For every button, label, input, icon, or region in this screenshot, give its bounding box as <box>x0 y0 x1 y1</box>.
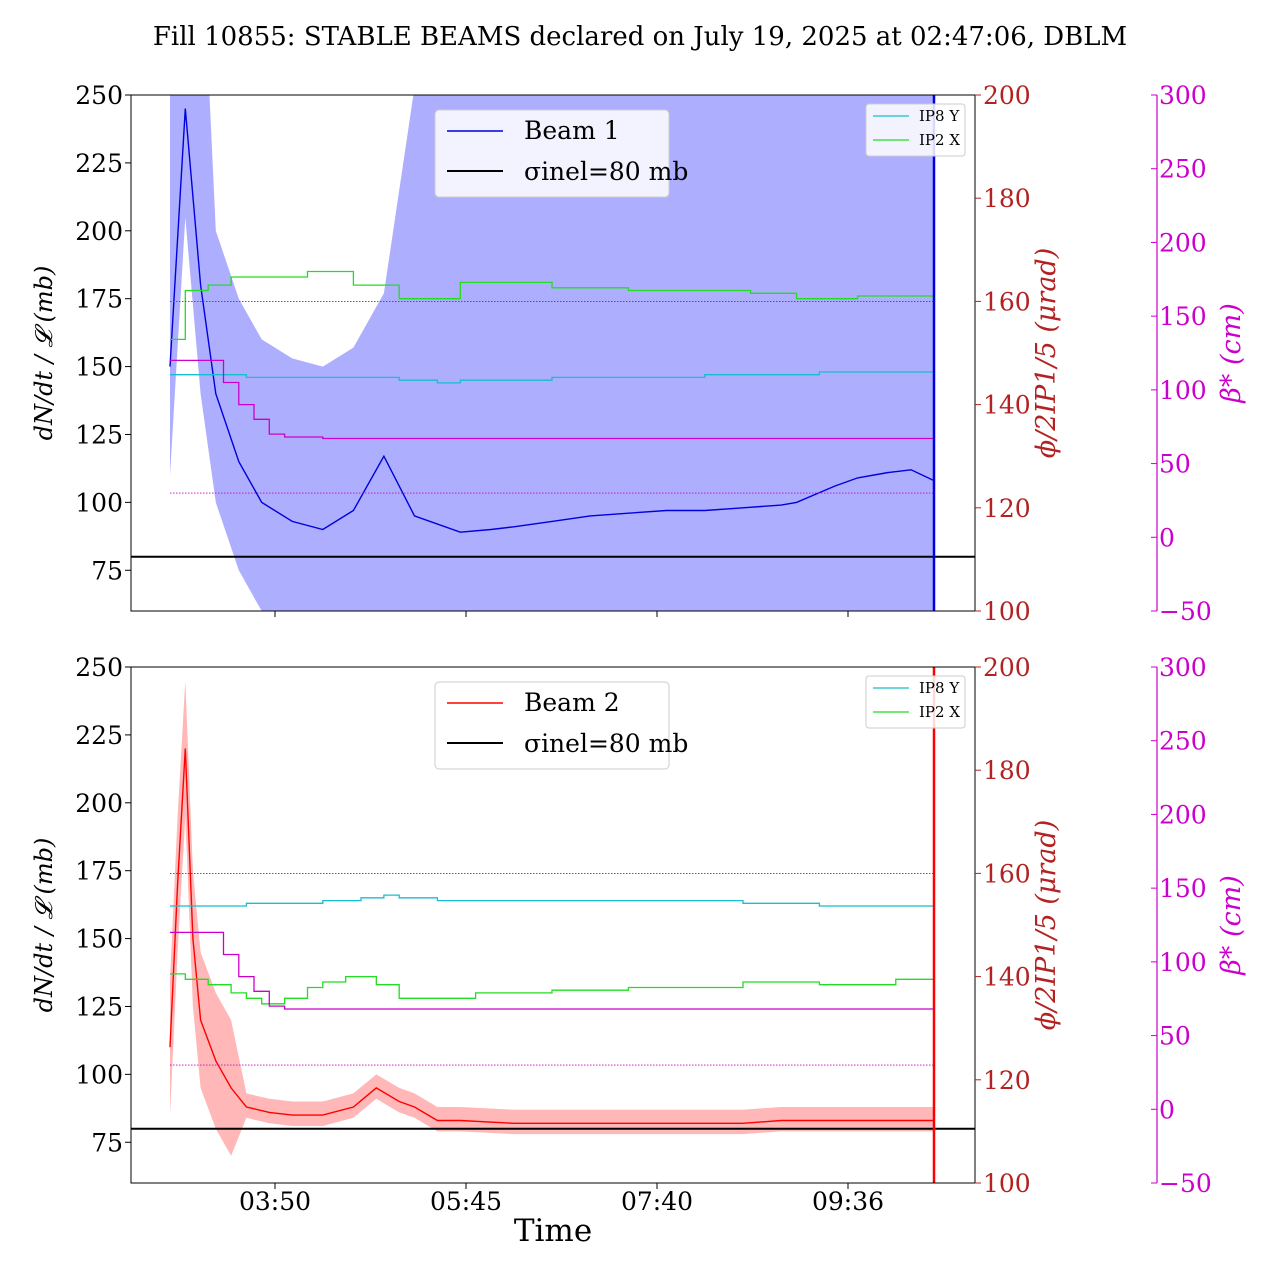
y-axis-label-left: dN/dt / 𝓛 (mb) <box>30 266 58 441</box>
x-axis: 03:50 05:45 07:40 09:36 Time <box>239 1183 884 1249</box>
y-tick-label-left: 250 <box>75 653 123 682</box>
y-tick-label-right1: 180 <box>983 756 1031 785</box>
plot-frame <box>130 94 976 612</box>
y-tick-label-left: 150 <box>75 353 123 382</box>
plot-area <box>131 667 975 1183</box>
y-tick-label-left: 75 <box>91 1128 123 1157</box>
panels: 75 100 125 150 175 200 225 250 100 120 140 160 180 20… <box>30 81 1247 1249</box>
series-beam-1 <box>169 108 935 533</box>
legend-small-box <box>865 103 966 157</box>
legend-main-box <box>434 681 670 770</box>
y-tick-label-left: 225 <box>75 721 123 750</box>
figure-title: Fill 10855: STABLE BEAMS declared on Jul… <box>153 22 1127 52</box>
y-tick-label-right2: 200 <box>1159 228 1207 257</box>
y-axis-right1: 100 120 140 160 180 200 <box>975 653 1031 1198</box>
band-beam-2 <box>170 680 934 1156</box>
legend-ip8y-label: IP8 Y <box>919 679 960 697</box>
y-tick-label-right1: 200 <box>983 81 1031 110</box>
x-tick-label: 05:45 <box>430 1187 502 1216</box>
plot-frame <box>130 666 976 1184</box>
legend-small: IP8 Y IP2 X <box>865 675 966 729</box>
y-tick-label-left: 125 <box>75 992 123 1021</box>
y-axis-left: 75 100 125 150 175 200 225 250 <box>75 653 131 1157</box>
legend-main-box <box>434 109 670 198</box>
legend-small-box <box>865 675 966 729</box>
legend-beam-label: Beam 2 <box>524 688 620 717</box>
series-ip8-y <box>170 894 934 907</box>
y-tick-label-right2: 100 <box>1159 376 1207 405</box>
legend-sigma-label: σinel=80 mb <box>524 157 688 186</box>
y-tick-label-right1: 200 <box>983 653 1031 682</box>
series- <box>170 931 934 1010</box>
legend-ip2x-label: IP2 X <box>919 131 960 149</box>
legend-sigma-label: σinel=80 mb <box>524 729 688 758</box>
y-tick-label-left: 75 <box>91 556 123 585</box>
y-axis-label-right2: β* (cm) <box>1216 303 1247 403</box>
y-tick-label-right1: 160 <box>983 859 1031 888</box>
legend-beam-label: Beam 1 <box>524 116 620 145</box>
y-tick-label-right1: 180 <box>983 184 1031 213</box>
band-beam-1 <box>170 95 934 611</box>
x-tick-label: 07:40 <box>621 1187 693 1216</box>
y-tick-label-left: 200 <box>75 217 123 246</box>
y-axis-left: 75 100 125 150 175 200 225 250 <box>75 81 131 585</box>
y-tick-label-right2: −50 <box>1159 597 1212 626</box>
series-beam-2 <box>169 748 934 1124</box>
y-tick-label-right2: 0 <box>1159 523 1175 552</box>
series- <box>170 359 934 440</box>
y-tick-label-right2: 250 <box>1159 727 1207 756</box>
y-tick-label-left: 250 <box>75 81 123 110</box>
x-tick-label: 03:50 <box>239 1187 311 1216</box>
y-axis-right2: −50 0 50 100 150 200 250 300 <box>1151 653 1212 1198</box>
y-tick-label-right2: 100 <box>1159 948 1207 977</box>
y-tick-label-right2: 200 <box>1159 800 1207 829</box>
y-tick-label-right2: 150 <box>1159 874 1207 903</box>
legend-ip2x-label: IP2 X <box>919 703 960 721</box>
x-axis <box>274 611 849 617</box>
x-tick-label: 09:36 <box>812 1187 884 1216</box>
panel-top: 75 100 125 150 175 200 225 250 100 120 140 160 180 20… <box>30 81 1247 626</box>
y-tick-label-right1: 140 <box>983 963 1031 992</box>
y-axis-label-right1: ϕ/2IP1/5 (μrad) <box>1031 248 1062 458</box>
y-tick-label-left: 200 <box>75 789 123 818</box>
y-tick-label-right1: 120 <box>983 1066 1031 1095</box>
y-axis-label-left: dN/dt / 𝓛 (mb) <box>30 838 58 1013</box>
legend-main: Beam 2 σinel=80 mb <box>434 681 688 770</box>
series-ip2-x <box>170 973 935 1005</box>
series-ip8-y <box>170 371 935 384</box>
y-tick-label-right2: −50 <box>1159 1169 1212 1198</box>
y-axis-label-right2: β* (cm) <box>1216 875 1247 975</box>
y-tick-label-left: 100 <box>75 1060 123 1089</box>
y-tick-label-right1: 100 <box>983 1169 1031 1198</box>
y-axis-right1: 100 120 140 160 180 200 <box>975 81 1031 626</box>
y-axis-right2: −50 0 50 100 150 200 250 300 <box>1151 81 1212 626</box>
legend-main: Beam 1 σinel=80 mb <box>434 109 688 198</box>
plot-area <box>131 95 975 611</box>
y-tick-label-right1: 160 <box>983 287 1031 316</box>
y-tick-label-left: 175 <box>75 857 123 886</box>
legend-ip8y-label: IP8 Y <box>919 107 960 125</box>
panel-bottom: 75 100 125 150 175 200 225 250 100 120 140 160 180 20… <box>30 653 1247 1249</box>
legend-small: IP8 Y IP2 X <box>865 103 966 157</box>
y-tick-label-right1: 120 <box>983 494 1031 523</box>
y-tick-label-left: 150 <box>75 925 123 954</box>
y-tick-label-right2: 0 <box>1159 1095 1175 1124</box>
y-tick-label-left: 225 <box>75 149 123 178</box>
y-tick-label-left: 125 <box>75 420 123 449</box>
y-tick-label-right1: 140 <box>983 391 1031 420</box>
y-tick-label-right2: 250 <box>1159 155 1207 184</box>
x-axis-label: Time <box>514 1213 592 1249</box>
y-tick-label-right2: 150 <box>1159 302 1207 331</box>
y-tick-label-right2: 300 <box>1159 81 1207 110</box>
y-tick-label-right2: 50 <box>1159 1022 1191 1051</box>
y-tick-label-right1: 100 <box>983 597 1031 626</box>
y-axis-label-right1: ϕ/2IP1/5 (μrad) <box>1031 820 1062 1030</box>
y-tick-label-right2: 50 <box>1159 450 1191 479</box>
y-tick-label-right2: 300 <box>1159 653 1207 682</box>
series-ip2-x <box>170 270 935 341</box>
y-tick-label-left: 175 <box>75 285 123 314</box>
y-tick-label-left: 100 <box>75 488 123 517</box>
